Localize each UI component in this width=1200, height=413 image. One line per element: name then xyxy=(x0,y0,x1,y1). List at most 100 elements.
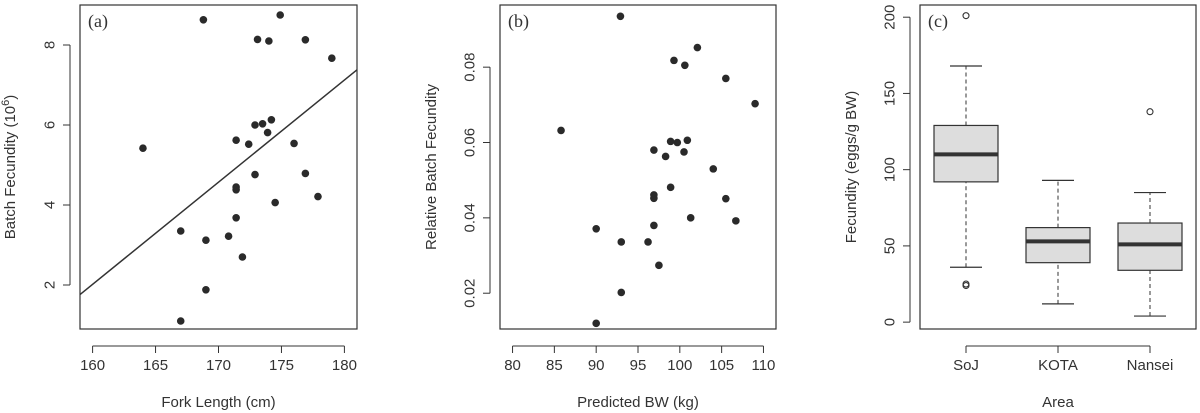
panel-a-batch-fecundity-vs-fork-length: (a) 160 165 170 175 180 2 4 6 8 Batch Fecundity (1… xyxy=(0,4,358,411)
panel-label: (b) xyxy=(508,11,529,32)
data-point xyxy=(661,152,670,161)
data-point xyxy=(199,15,208,24)
x-tick-label: Nansei xyxy=(1127,357,1174,374)
data-point xyxy=(683,136,692,145)
data-point xyxy=(686,214,695,222)
y-axis-title: Batch Fecundity (106) xyxy=(0,95,19,240)
y-axis-title: Relative Batch Fecundity xyxy=(423,84,440,250)
x-tick-label: 170 xyxy=(206,357,231,374)
data-point xyxy=(673,138,682,147)
data-point xyxy=(263,128,272,137)
data-point xyxy=(301,36,310,44)
y-axis-title-superscript: 6 xyxy=(0,100,12,106)
data-point xyxy=(271,198,279,207)
x-tick-label: 175 xyxy=(269,357,294,374)
data-point xyxy=(202,286,210,294)
data-point xyxy=(176,317,185,325)
data-point xyxy=(709,165,718,173)
data-point xyxy=(732,217,740,225)
data-point xyxy=(644,238,652,246)
x-axis-title: Area xyxy=(1042,394,1074,411)
x-tick-label: 80 xyxy=(504,357,521,374)
y-axis-title: Fecundity (eggs/g BW) xyxy=(843,91,860,244)
x-tick-label: 180 xyxy=(332,357,357,374)
data-point xyxy=(328,54,336,62)
outlier-point xyxy=(962,281,970,290)
data-point xyxy=(202,236,210,244)
y-axis-title-text: Relative Batch Fecundity xyxy=(423,84,440,250)
data-point xyxy=(176,227,185,235)
regression-line xyxy=(79,69,358,296)
x-tick-label: 100 xyxy=(667,357,692,374)
data-point xyxy=(722,74,730,83)
data-point xyxy=(680,148,688,156)
x-axis-title: Fork Length (cm) xyxy=(161,394,275,411)
plot-frame xyxy=(919,4,1197,330)
x-tick-label: SoJ xyxy=(953,357,979,374)
data-point xyxy=(244,140,253,148)
y-tick-label: 0.08 xyxy=(462,53,479,82)
x-tick-label: 110 xyxy=(751,357,775,374)
data-point xyxy=(617,238,626,246)
data-point xyxy=(681,61,689,70)
y-axis-title-close: ) xyxy=(2,95,19,100)
panel-label: (c) xyxy=(928,11,948,32)
data-point xyxy=(232,136,240,144)
data-point xyxy=(616,12,625,21)
data-point xyxy=(276,11,284,19)
data-point xyxy=(592,319,600,328)
data-point xyxy=(650,191,658,199)
y-tick-label: 150 xyxy=(882,81,899,106)
data-point xyxy=(301,169,310,178)
data-point xyxy=(251,170,259,179)
data-point xyxy=(238,253,247,261)
data-point xyxy=(265,37,273,45)
data-point xyxy=(251,121,259,129)
y-tick-label: 100 xyxy=(882,157,899,182)
x-tick-label: 95 xyxy=(630,357,647,374)
y-tick-label: 50 xyxy=(882,238,899,255)
data-point xyxy=(557,126,565,135)
data-point xyxy=(693,43,702,52)
x-tick-label: 105 xyxy=(709,357,734,374)
y-tick-label: 0.02 xyxy=(462,279,479,308)
data-point xyxy=(666,183,675,192)
data-point xyxy=(650,146,658,154)
x-tick-label: 160 xyxy=(80,357,105,374)
data-point xyxy=(670,56,678,65)
y-tick-label: 0.04 xyxy=(462,203,479,232)
y-tick-label: 2 xyxy=(42,281,59,289)
data-point xyxy=(267,116,276,124)
y-axis-title-text: Fecundity (eggs/g BW) xyxy=(843,91,860,244)
data-point xyxy=(655,261,663,270)
panel-label: (a) xyxy=(88,11,108,32)
data-point xyxy=(722,194,730,203)
data-point xyxy=(139,144,147,152)
data-point xyxy=(666,137,675,146)
y-tick-label: 0 xyxy=(882,318,899,326)
x-tick-label: 85 xyxy=(546,357,563,374)
x-axis-title: Predicted BW (kg) xyxy=(577,394,699,411)
x-tick-label: 165 xyxy=(143,357,168,374)
x-tick-label: 90 xyxy=(588,357,605,374)
outlier-point xyxy=(1146,108,1154,116)
plot-frame xyxy=(79,4,358,330)
data-point xyxy=(224,232,233,240)
box-iqr xyxy=(1117,222,1183,271)
data-point xyxy=(290,139,298,148)
data-point xyxy=(232,183,240,191)
data-point xyxy=(314,192,322,201)
y-axis-title-text: Batch Fecundity (10 xyxy=(2,106,19,239)
data-point xyxy=(253,35,262,44)
y-tick-label: 8 xyxy=(42,41,59,49)
outlier-point xyxy=(962,12,970,20)
data-point xyxy=(232,214,240,222)
box-iqr xyxy=(1025,227,1091,264)
plot-frame xyxy=(499,4,777,330)
y-tick-label: 200 xyxy=(882,5,899,30)
data-point xyxy=(617,288,626,297)
data-point xyxy=(592,224,600,233)
panel-c-fecundity-by-area-boxplot: (c) SoJ KOTA Nansei 0 50 100 150 200 Fecundity (e… xyxy=(843,4,1197,411)
y-tick-label: 4 xyxy=(42,201,59,209)
y-tick-label: 0.06 xyxy=(462,128,479,157)
